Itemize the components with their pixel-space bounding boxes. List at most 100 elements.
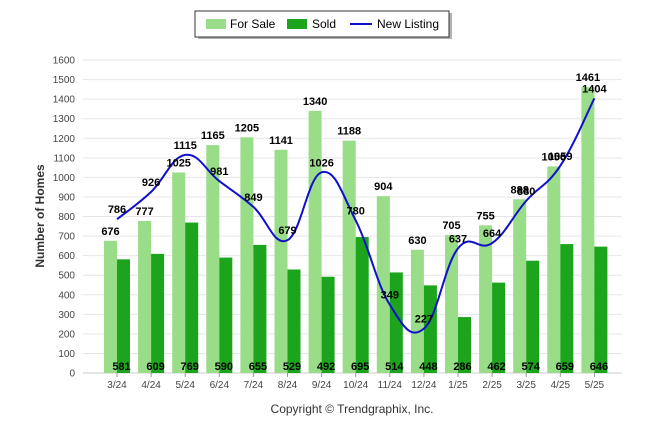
bar-for-sale: [138, 220, 152, 373]
bar-for-sale: [547, 166, 561, 373]
bar-sold: [117, 259, 130, 373]
x-tick-label: 12/24: [411, 380, 436, 391]
bar-sold: [321, 276, 335, 373]
y-tick-label: 900: [58, 192, 75, 203]
bar-for-sale: [479, 225, 493, 373]
bar-for-sale: [274, 149, 288, 373]
label-sold: 590: [215, 361, 233, 373]
label-new-listing: 926: [142, 177, 160, 189]
bar-for-sale: [104, 240, 117, 373]
y-tick-label: 800: [58, 212, 75, 223]
bar-sold: [389, 272, 403, 373]
label-new-listing: 1115: [174, 140, 197, 152]
label-new-listing: 679: [278, 225, 296, 237]
label-sold: 492: [317, 361, 335, 373]
bar-for-sale: [410, 249, 424, 373]
legend-swatch-for-sale: [206, 19, 226, 29]
bar-sold: [492, 282, 506, 373]
y-tick-label: 1300: [53, 114, 76, 125]
line-new-listing: [116, 97, 596, 334]
x-tick-label: 4/25: [551, 380, 571, 391]
label-new-listing: 1026: [309, 157, 333, 169]
label-for-sale: 1340: [303, 96, 327, 108]
y-tick-label: 1200: [53, 134, 76, 145]
y-tick-label: 1000: [53, 173, 76, 184]
x-tick-label: 3/24: [107, 380, 127, 391]
bar-for-sale: [376, 196, 390, 373]
y-tick-label: 0: [69, 369, 75, 380]
bar-sold: [560, 244, 574, 373]
x-tick-label: 2/25: [482, 380, 502, 391]
label-for-sale: 888: [511, 184, 529, 196]
label-new-listing: 1404: [582, 83, 607, 95]
bar-sold: [423, 285, 437, 373]
bar-for-sale: [240, 137, 254, 373]
label-sold: 574: [522, 361, 541, 373]
bar-sold: [253, 244, 267, 373]
bar-sold: [219, 257, 233, 373]
bar-for-sale: [172, 172, 186, 373]
label-sold: 695: [351, 361, 369, 373]
label-for-sale: 1188: [337, 126, 361, 138]
label-new-listing: 786: [108, 204, 126, 216]
label-for-sale: 705: [442, 220, 460, 232]
data-labels: 676 581 777 609 1025 769 1165 590 1205 655 1141 529…: [101, 72, 608, 373]
label-sold: 609: [146, 361, 164, 373]
bar-sold: [185, 222, 199, 373]
label-new-listing: 227: [415, 314, 433, 326]
label-for-sale: 1025: [166, 157, 190, 169]
label-sold: 514: [385, 361, 404, 373]
bar-sold: [355, 237, 369, 373]
label-for-sale: 676: [101, 226, 119, 238]
y-axis-label: Number of Homes: [33, 164, 47, 268]
x-tick-label: 9/24: [312, 380, 332, 391]
label-new-listing: 664: [483, 228, 502, 240]
legend-label-for-sale: For Sale: [230, 17, 276, 31]
x-tick-label: 10/24: [343, 380, 368, 391]
x-tick-label: 5/25: [585, 380, 605, 391]
x-tick-label: 1/25: [448, 380, 468, 391]
label-new-listing: 349: [381, 290, 399, 302]
label-new-listing: 849: [244, 192, 262, 204]
bar-sold: [287, 269, 301, 373]
legend: For Sale Sold New Listing: [194, 10, 452, 39]
y-tick-label: 300: [58, 310, 75, 321]
label-sold: 462: [487, 361, 505, 373]
legend-swatch-sold: [287, 19, 307, 29]
y-tick-label: 1500: [53, 75, 76, 86]
copyright: Copyright © Trendgraphix, Inc.: [271, 402, 434, 416]
y-tick-label: 1400: [53, 95, 76, 106]
label-sold: 655: [249, 361, 267, 373]
new-listing-line: [116, 97, 596, 334]
y-tick-label: 700: [58, 232, 75, 243]
label-for-sale: 904: [374, 181, 393, 193]
label-for-sale: 1461: [576, 72, 600, 84]
legend-label-sold: Sold: [312, 17, 336, 31]
label-for-sale: 630: [408, 235, 426, 247]
x-tick-label: 6/24: [210, 380, 230, 391]
label-new-listing: 880: [517, 186, 535, 198]
label-for-sale: 777: [135, 206, 153, 218]
label-sold: 448: [419, 361, 437, 373]
label-sold: 769: [181, 361, 199, 373]
label-sold: 659: [556, 361, 574, 373]
label-new-listing: 780: [347, 205, 365, 217]
y-tick-label: 200: [58, 329, 75, 340]
x-tick-label: 5/24: [175, 380, 195, 391]
x-tick-label: 8/24: [278, 380, 298, 391]
y-tick-label: 100: [58, 349, 75, 360]
label-sold: 529: [283, 361, 301, 373]
label-for-sale: 1141: [269, 135, 293, 147]
y-tick-label: 1600: [53, 56, 76, 67]
label-sold: 286: [453, 361, 471, 373]
y-tick-label: 1100: [53, 153, 75, 164]
bar-for-sale: [206, 145, 220, 373]
bar-sold: [526, 260, 540, 373]
legend-box: [194, 10, 450, 38]
x-tick-label: 11/24: [378, 380, 403, 391]
label-new-listing: 1059: [548, 151, 572, 163]
y-axis-ticks: 0 100 200 300 400 500 600 700 800 900 1000 1100 1200…: [53, 56, 76, 380]
label-for-sale: 1205: [235, 122, 259, 134]
x-axis-ticks: 3/24 4/24 5/24 6/24 7/24 8/24 9/24 10/24 11/24 12…: [107, 373, 605, 391]
